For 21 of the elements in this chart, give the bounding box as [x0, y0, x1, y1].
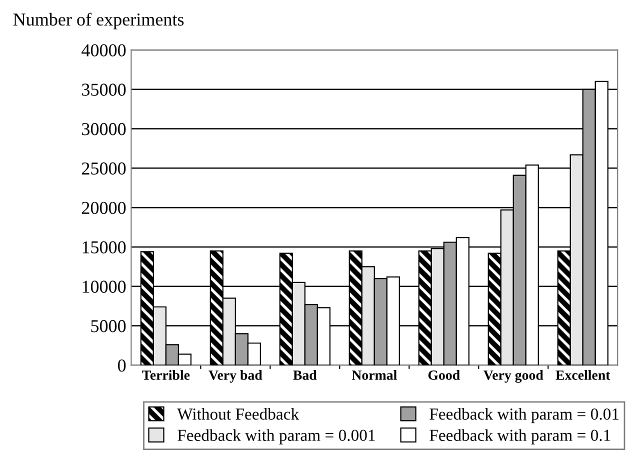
- y-tick-label: 10000: [82, 280, 126, 293]
- legend-label: Feedback with param = 0.001: [178, 429, 375, 444]
- y-tick-label: 20000: [82, 202, 126, 214]
- y-axis-title: Number of experiments: [13, 12, 184, 30]
- y-tick-label: 30000: [82, 123, 126, 136]
- x-tick-label: Very bad: [208, 370, 262, 383]
- legend-label: Without Feedback: [177, 408, 300, 420]
- legend-label: Feedback with param = 0.01: [430, 408, 618, 424]
- y-tick-label: 15000: [82, 241, 126, 254]
- x-tick-label: Terrible: [142, 370, 190, 380]
- x-tick-label: Excellent: [556, 370, 610, 380]
- x-tick-label: Good: [428, 370, 460, 380]
- y-tick-label: 25000: [82, 162, 126, 175]
- legend-label: Feedback with param = 0.1: [430, 429, 610, 444]
- y-tick-label: 35000: [82, 84, 126, 96]
- x-tick-label: Very good: [483, 370, 544, 383]
- x-tick-label: Bad: [293, 370, 317, 380]
- y-tick-label: 0: [118, 359, 126, 372]
- x-tick-label: Normal: [352, 370, 397, 380]
- y-tick-label: 5000: [91, 320, 126, 332]
- y-tick-label: 40000: [82, 44, 126, 56]
